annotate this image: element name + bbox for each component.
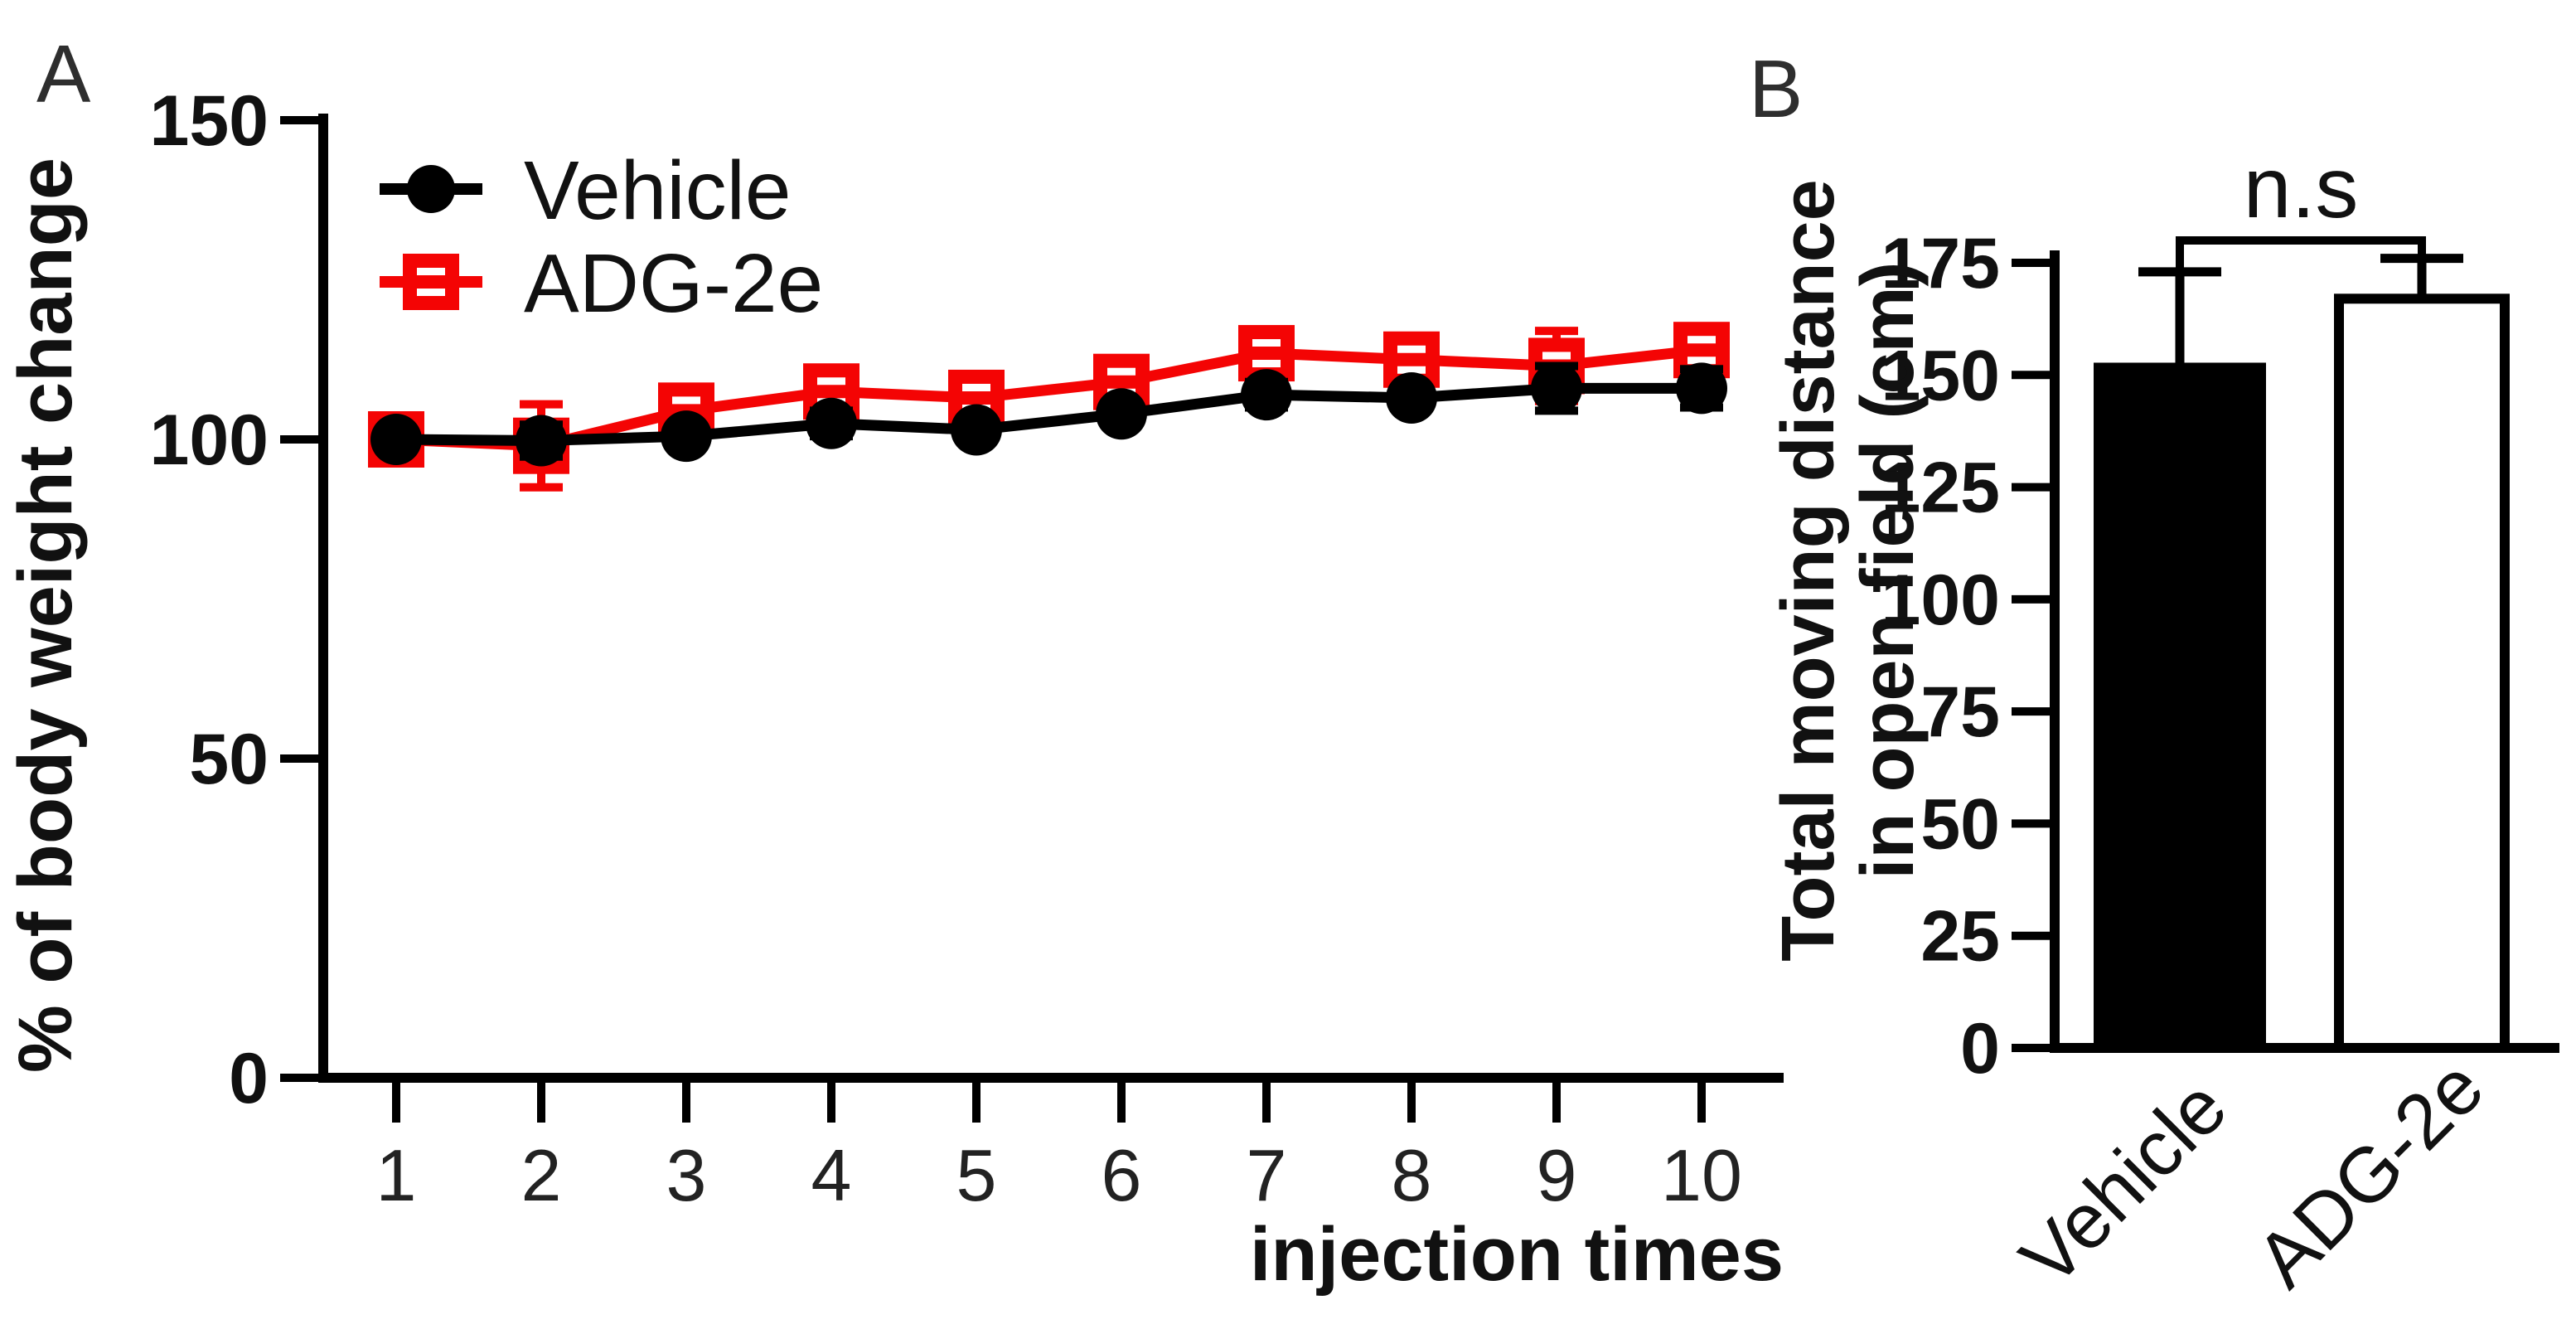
y-tick-label: 75 — [1920, 672, 2000, 752]
vehicle-circle-marker — [370, 414, 422, 465]
x-tick-label: 7 — [1247, 1134, 1287, 1216]
panel-a-axes: 0 50 100 150 1 2 3 4 5 6 7 8 9 10 — [150, 81, 1784, 1216]
y-tick-label: 0 — [229, 1039, 269, 1118]
y-tick-label: 0 — [1960, 1009, 2000, 1089]
vehicle-circle-marker — [661, 410, 712, 463]
significance-label: n.s — [2244, 140, 2359, 236]
vehicle-circle-marker — [1386, 371, 1437, 424]
legend-item-vehicle: Vehicle — [380, 144, 791, 237]
y-tick-label: 150 — [1881, 336, 2001, 415]
x-tick-label: 3 — [666, 1134, 707, 1216]
legend-label: ADG-2e — [524, 237, 823, 330]
x-tick-label: 4 — [811, 1134, 852, 1216]
vehicle-circle-marker — [1241, 369, 1292, 421]
panel-b-y-axis-title-line1: Total moving distance — [1767, 179, 1850, 961]
x-tick-label: 1 — [376, 1134, 417, 1216]
y-tick-label: 125 — [1881, 449, 2001, 528]
adg2e-line — [395, 344, 1702, 452]
y-tick-label: 50 — [189, 720, 269, 799]
x-tick-label: 2 — [521, 1134, 562, 1216]
panel-a-label: A — [36, 28, 91, 119]
category-label-adg2e: ADG-2e — [2239, 1043, 2500, 1303]
x-tick-label: 8 — [1392, 1134, 1432, 1216]
y-tick-label: 175 — [1881, 224, 2001, 303]
series-adg2e — [368, 322, 1730, 492]
vehicle-circle-marker — [806, 397, 857, 449]
panel-a-y-axis-title: % of body weight change — [3, 158, 88, 1073]
category-label-vehicle: Vehicle — [2004, 1063, 2244, 1302]
x-tick-label: 5 — [956, 1134, 997, 1216]
vehicle-line — [395, 382, 1702, 447]
y-tick-label: 50 — [1920, 784, 2000, 864]
panel-b-y-axis-title-line2: in open field (cm) — [1847, 261, 1930, 879]
series-vehicle — [370, 361, 1727, 467]
vehicle-circle-marker — [951, 404, 1002, 456]
vehicle-circle-marker — [1096, 388, 1147, 440]
significance-bracket — [2176, 236, 2426, 279]
y-tick-label: 150 — [150, 81, 269, 161]
vehicle-circle-marker — [1531, 362, 1582, 415]
vehicle-circle-marker — [516, 415, 567, 467]
x-tick-label: 6 — [1102, 1134, 1142, 1216]
vehicle-circle-marker — [407, 165, 455, 213]
panel-b-label: B — [1749, 43, 1804, 134]
panel-a-line-chart: 0 50 100 150 1 2 3 4 5 6 7 8 9 10 % of body weight cha… — [3, 81, 1784, 1297]
panel-a-x-axis-title: injection times — [1250, 1212, 1784, 1297]
y-tick-label: 25 — [1920, 897, 2000, 977]
x-tick-label: 9 — [1537, 1134, 1577, 1216]
vehicle-circle-marker — [1676, 362, 1727, 415]
y-tick-label: 100 — [150, 400, 269, 480]
legend-item-adg2e: ADG-2e — [380, 237, 823, 330]
legend-label: Vehicle — [524, 144, 791, 237]
bar-adg2e — [2334, 293, 2510, 1053]
x-tick-label: 10 — [1661, 1134, 1742, 1216]
y-tick-label: 100 — [1881, 560, 2001, 640]
panel-b-bar-chart: 0 25 50 75 100 125 150 175 Total moving distance… — [1767, 140, 2559, 1303]
bar-vehicle — [2094, 362, 2266, 1052]
